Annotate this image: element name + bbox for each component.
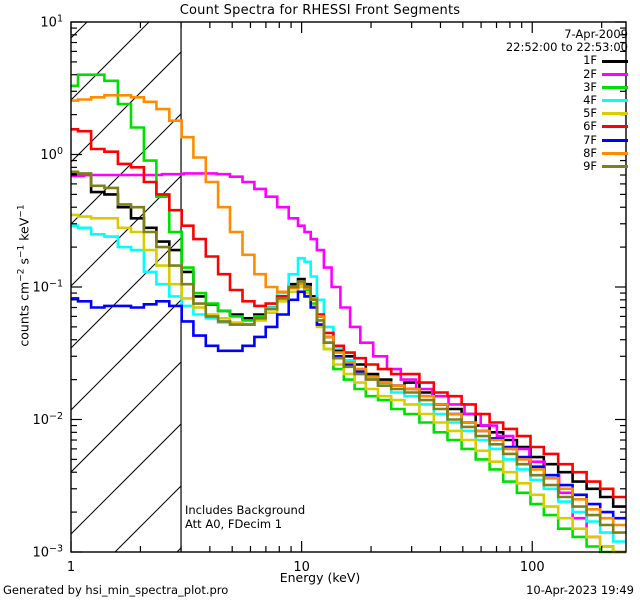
y-tick-label: 10−1 [32, 279, 63, 296]
y-axis-label: counts cm−2 s−1 keV−1 [16, 204, 32, 347]
series-line-1f [71, 172, 626, 508]
series-line-2f [71, 172, 626, 554]
legend-item-label: 4F [583, 92, 597, 107]
legend-color-swatch [602, 99, 628, 103]
y-tick-label: 100 [40, 146, 63, 163]
legend-color-swatch [602, 72, 628, 76]
legend-item-6f: 6F [506, 120, 628, 133]
annotation-line-1: Includes Background [185, 503, 306, 517]
series-line-9f [71, 170, 626, 534]
annotation-line-2: Att A0, FDecim 1 [185, 516, 283, 531]
generated-by-text: Generated by hsi_min_spectra_plot.pro [3, 583, 229, 597]
hatched-excluded-band [71, 22, 182, 552]
x-axis-label: Energy (keV) [279, 570, 361, 585]
legend-item-8f: 8F [506, 145, 628, 160]
series-line-5f [71, 213, 626, 554]
y-tick-label: 10−2 [32, 411, 63, 428]
legend-color-swatch [602, 165, 628, 168]
legend-item-label: 5F [583, 106, 597, 121]
legend-item-label: 7F [583, 132, 597, 147]
legend-item-label: 8F [583, 145, 597, 160]
legend-color-swatch [602, 151, 628, 155]
y-tick-label: 101 [40, 14, 63, 31]
legend-item-label: 6F [583, 119, 597, 134]
legend-color-swatch [602, 85, 628, 89]
legend: 7-Apr-2009 22:52:00 to 22:53:00 1F 2F 3F 4F… [505, 27, 628, 173]
legend-item-label: 9F [583, 158, 597, 173]
legend-date: 7-Apr-2009 [564, 27, 628, 41]
chart-title: Count Spectra for RHESSI Front Segments [179, 3, 461, 18]
legend-item-9f: 9F [506, 158, 628, 173]
legend-entries: 1F 2F 3F 4F 5F 6F 7F 8F 9F [506, 54, 628, 173]
legend-item-4f: 4F [506, 92, 628, 107]
x-tick-label: 1 [67, 560, 75, 575]
legend-color-swatch [602, 112, 628, 116]
legend-item-label: 1F [583, 53, 597, 68]
legend-item-label: 2F [583, 66, 597, 81]
legend-item-1f: 1F [506, 54, 628, 67]
legend-item-7f: 7F [506, 132, 628, 147]
legend-color-swatch [602, 59, 628, 63]
legend-item-3f: 3F [506, 79, 628, 94]
generated-date-text: 10-Apr-2023 19:49 [526, 583, 634, 597]
axis-ticks [70, 21, 626, 553]
x-tick-label: 100 [520, 560, 545, 575]
legend-item-5f: 5F [506, 106, 628, 121]
legend-item-label: 3F [583, 79, 597, 94]
legend-color-swatch [602, 138, 628, 142]
plot-annotation: Includes Background Att A0, FDecim 1 [185, 503, 306, 531]
legend-item-2f: 2F [506, 66, 628, 81]
x-tick-label: 10 [293, 560, 310, 575]
legend-color-swatch [602, 125, 628, 129]
series-line-6f [71, 128, 626, 499]
y-tick-label: 10−3 [32, 544, 63, 561]
legend-time-range: 22:52:00 to 22:53:00 [505, 40, 628, 55]
